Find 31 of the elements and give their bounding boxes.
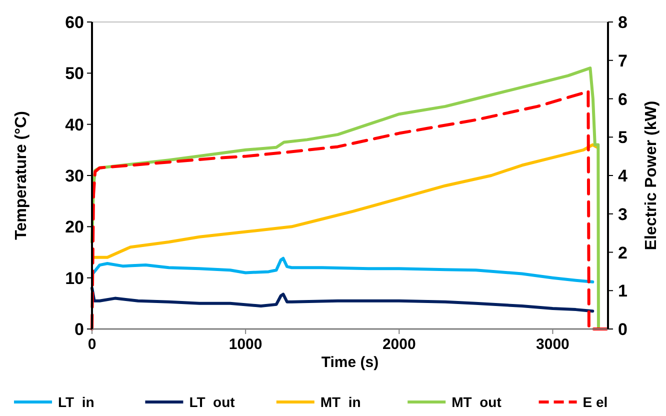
y-tick-label: 50 xyxy=(65,64,84,84)
y2-tick-label: 8 xyxy=(618,13,628,32)
y-axis-title: Temperature (°C) xyxy=(13,111,30,240)
y2-tick-label: 1 xyxy=(618,282,628,301)
x-axis-title: Time (s) xyxy=(321,354,379,371)
line-series xyxy=(92,256,594,284)
y2-axis-title: Electric Power (kW) xyxy=(643,100,660,250)
line-series xyxy=(90,286,594,313)
y2-tick-label: 0 xyxy=(618,320,628,339)
line-series xyxy=(92,143,599,259)
y2-tick-label: 3 xyxy=(618,204,628,224)
legend-label: MT out xyxy=(452,394,502,410)
legend-label: MT in xyxy=(320,394,361,410)
y2-tick-label: 4 xyxy=(618,166,628,186)
legend-label: LT out xyxy=(189,394,236,410)
legend-label: LT in xyxy=(58,394,94,410)
x-tick-label: 0 xyxy=(88,336,96,353)
y-tick-label: 20 xyxy=(65,218,84,237)
y2-tick-label: 5 xyxy=(618,128,628,148)
y-tick-label: 0 xyxy=(74,320,84,339)
legend-label: E el xyxy=(582,394,608,410)
y-tick-label: 60 xyxy=(65,13,84,32)
x-tick-label: 2000 xyxy=(382,336,416,353)
y2-tick-label: 2 xyxy=(618,243,628,262)
x-tick-label: 3000 xyxy=(536,336,570,353)
y2-tick-label: 6 xyxy=(618,90,628,109)
y-tick-label: 10 xyxy=(65,268,84,288)
y-tick-label: 30 xyxy=(65,166,84,186)
x-tick-label: 1000 xyxy=(228,336,262,353)
y2-tick-label: 7 xyxy=(618,51,628,70)
y-tick-label: 40 xyxy=(65,115,84,134)
